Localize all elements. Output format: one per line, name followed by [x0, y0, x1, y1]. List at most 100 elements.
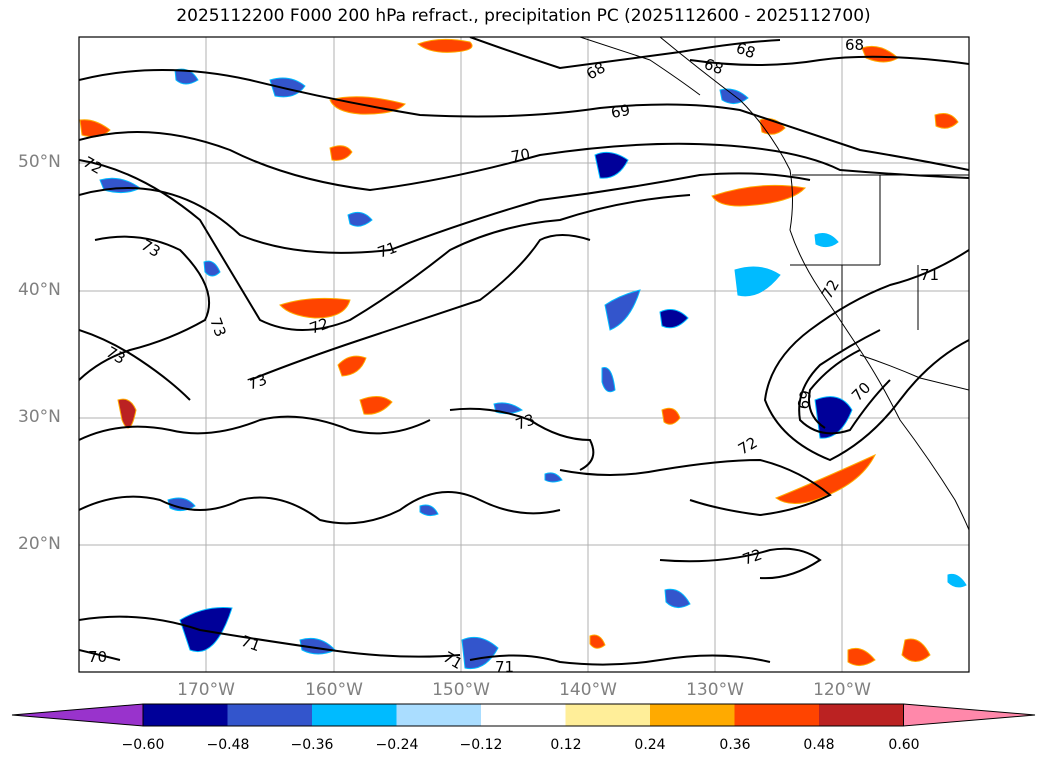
colorbar-frame: [142, 703, 904, 727]
precip-positive-blob: [861, 45, 899, 63]
contour-label: 70: [88, 648, 107, 666]
contour-72: [79, 159, 691, 331]
border-us-mexico: [859, 354, 969, 391]
contour-73-west: [79, 329, 191, 401]
precip-positive-blob: [589, 634, 606, 649]
precip-negative-blob: [203, 260, 221, 277]
precip-negative-blob: [419, 504, 439, 517]
contour-label: 72: [80, 153, 106, 178]
colorbar: [11, 703, 1036, 727]
colorbar-tick: −0.48: [206, 737, 250, 753]
contour-73: [79, 235, 211, 381]
lon-label-140w: 140°W: [559, 680, 617, 700]
colorbar-segments: [11, 703, 1036, 727]
contour-68-east: [689, 55, 969, 66]
contour-71: [79, 172, 811, 254]
contour-72-south: [559, 458, 832, 517]
precip-positive-blob: [934, 113, 959, 129]
colorbar-segment: [227, 704, 313, 726]
contour-71-s: [469, 654, 771, 666]
coastline-alaska: [579, 37, 701, 96]
contour-label: 71: [440, 648, 466, 673]
contour-wavy-south: [79, 491, 561, 525]
colorbar-extend-high: [903, 703, 1036, 727]
map-frame: [78, 36, 970, 673]
precip-negative-blob: [659, 309, 689, 329]
precip-negative-blob: [719, 88, 749, 104]
contour-label: 72: [740, 545, 764, 568]
precip-positive-blob: [417, 38, 473, 53]
precip-negative-blob: [544, 472, 563, 483]
precip-negative-blob: [734, 266, 781, 297]
colorbar-segment: [819, 704, 904, 726]
precip-negative-blob: [174, 68, 199, 85]
contour-label: 73: [206, 315, 229, 339]
colorbar-segment: [481, 704, 566, 726]
precip-positive-blob: [711, 184, 806, 207]
lat-label-20n: 20°N: [18, 534, 61, 554]
colorbar-tick: 0.12: [550, 737, 582, 753]
precip-negative-blob: [269, 77, 306, 98]
colorbar-extend-low: [11, 703, 144, 727]
contour-label: 73: [513, 410, 537, 433]
contour-label: 68: [702, 55, 726, 78]
contour-73-south: [449, 407, 595, 471]
precip-positive-blob: [337, 355, 367, 377]
colorbar-tick: 0.48: [803, 737, 835, 753]
precip-positive-blob: [661, 407, 681, 425]
contour-label: 71: [375, 238, 399, 261]
contour-73-mid: [249, 234, 591, 381]
map-title: 2025112200 F000 200 hPa refract., precip…: [176, 6, 871, 26]
precip-negative-blob: [461, 636, 499, 670]
contour-label: 72: [818, 276, 843, 302]
precip-positive-blob: [117, 398, 137, 429]
colorbar-tick: −0.36: [290, 737, 334, 753]
contour-label: 72: [307, 314, 331, 337]
contour-68: [469, 37, 781, 70]
colorbar-segment: [734, 704, 820, 726]
contour-label: 70: [510, 145, 532, 166]
contour-70: [79, 131, 969, 192]
precip-positive-blob: [79, 119, 111, 138]
colorbar-tick: 0.24: [634, 737, 666, 753]
contour-label: 69: [610, 101, 632, 122]
precip-negative-blob: [594, 151, 629, 179]
lon-label-150w: 150°W: [432, 680, 490, 700]
contour-label: 73: [103, 343, 129, 368]
precip-negative-blob: [347, 211, 373, 227]
contour-wavy-mid: [79, 415, 431, 441]
contour-72-coast: [763, 249, 969, 462]
contour-69-coast: [808, 349, 861, 429]
lat-label-40n: 40°N: [18, 280, 61, 300]
precip-negative-blob: [604, 289, 641, 331]
contour-label: 71: [920, 266, 939, 284]
border-states: [790, 175, 919, 350]
colorbar-segment: [565, 704, 651, 726]
colorbar-segment: [650, 704, 735, 726]
precip-negative-blob: [601, 366, 616, 393]
contour-label: 71: [495, 658, 514, 676]
precip-positive-blob: [279, 297, 351, 319]
lon-label-130w: 130°W: [686, 680, 744, 700]
colorbar-tick: −0.12: [459, 737, 503, 753]
contour-label: 73: [245, 370, 269, 393]
precip-negative-blob: [179, 607, 233, 652]
precip-anomaly-fields: [79, 38, 967, 670]
colorbar-segment: [396, 704, 482, 726]
contour-label: 69: [794, 389, 815, 411]
coastline-north-america: [659, 37, 969, 531]
coastlines: [579, 37, 969, 531]
refractivity-contours: [79, 37, 969, 666]
contour-label: 73: [138, 236, 164, 261]
contour-69: [79, 69, 969, 171]
precip-negative-blob: [814, 233, 839, 248]
contour-label: 72: [735, 433, 761, 458]
lon-label-120w: 120°W: [813, 680, 871, 700]
precip-negative-blob: [947, 574, 967, 588]
contour-label: 68: [734, 39, 758, 62]
colorbar-segment: [312, 704, 397, 726]
contour-71-sw: [79, 615, 461, 658]
contour-72-se: [659, 547, 822, 580]
lat-label-50n: 50°N: [18, 152, 61, 172]
precip-negative-blob: [167, 497, 196, 512]
